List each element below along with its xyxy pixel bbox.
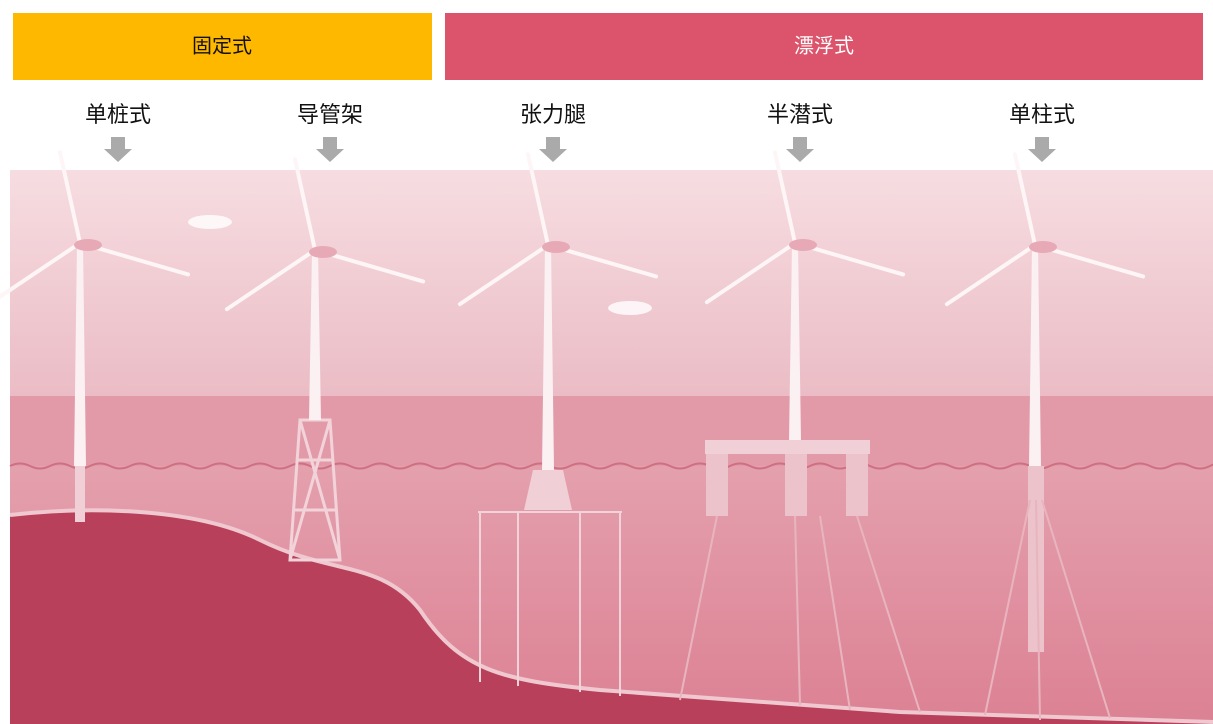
spar <box>1028 466 1044 652</box>
type-label: 张力腿 <box>520 103 586 128</box>
tower <box>309 250 321 420</box>
waves <box>9 462 1213 470</box>
nacelle <box>74 239 102 251</box>
moorings <box>984 499 1111 721</box>
arrow <box>539 137 567 162</box>
seabed <box>10 510 1213 724</box>
blade <box>526 152 550 247</box>
semi-column <box>846 454 868 516</box>
tower <box>1029 245 1041 466</box>
type-label: 单桩式 <box>85 103 151 128</box>
tlp-float <box>524 470 572 510</box>
arrow <box>786 137 814 162</box>
semi-column <box>785 454 807 516</box>
semi-deck <box>705 440 870 454</box>
blade <box>944 243 1037 307</box>
sky <box>10 170 1213 396</box>
blade <box>1013 152 1037 247</box>
moorings <box>679 515 921 713</box>
type-label: 半潜式 <box>767 103 833 128</box>
nacelle <box>1029 241 1057 253</box>
tower <box>542 245 554 470</box>
blade <box>0 241 82 300</box>
blade <box>773 150 797 245</box>
semi-column <box>706 454 728 516</box>
arrow <box>104 137 132 162</box>
type-label: 导管架 <box>297 103 363 128</box>
arrow <box>1028 137 1056 162</box>
tower <box>74 243 86 466</box>
sea-surface <box>10 396 1213 466</box>
blade <box>224 248 317 312</box>
blade <box>58 150 82 245</box>
cloud <box>608 301 652 315</box>
floating-label: 漂浮式 <box>794 34 854 58</box>
nacelle <box>789 239 817 251</box>
arrow <box>316 137 344 162</box>
tethers <box>478 511 622 696</box>
blade <box>704 241 797 305</box>
illustration <box>9 170 1213 724</box>
cable <box>9 508 1213 724</box>
type-label: 单柱式 <box>1009 103 1075 128</box>
floating-bar <box>445 13 1203 80</box>
cloud <box>188 215 232 229</box>
blade <box>457 243 550 307</box>
blade <box>293 157 317 252</box>
fixed-label: 固定式 <box>192 34 252 58</box>
nacelle <box>309 246 337 258</box>
fixed-bar <box>13 13 432 80</box>
jacket <box>288 418 342 562</box>
tower <box>789 243 801 440</box>
nacelle <box>542 241 570 253</box>
